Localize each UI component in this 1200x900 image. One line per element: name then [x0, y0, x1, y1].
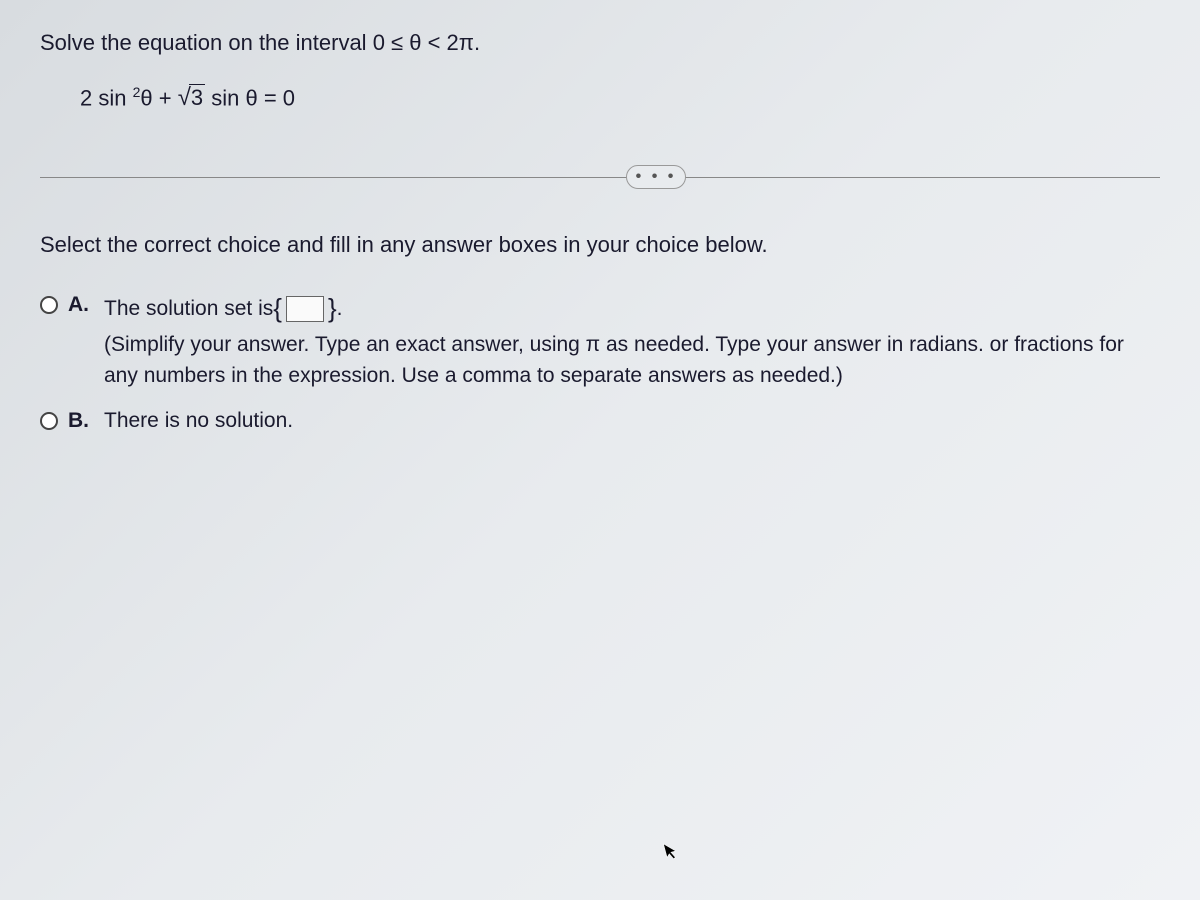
- choice-a-label: A.: [68, 293, 92, 317]
- sqrt-argument: 3: [189, 84, 205, 111]
- choice-a-radio[interactable]: [40, 296, 58, 314]
- cursor-icon: [661, 838, 683, 866]
- choice-a-hint: (Simplify your answer. Type an exact ans…: [104, 330, 1160, 391]
- choice-b-content: There is no solution.: [104, 409, 1160, 433]
- section-divider: • • •: [40, 162, 1160, 192]
- right-brace: }: [328, 293, 337, 324]
- divider-line: [40, 177, 1160, 178]
- ellipsis-icon: • • •: [636, 169, 677, 185]
- choice-b-radio-wrap: [40, 412, 58, 430]
- equation-pre: 2 sin: [80, 85, 126, 110]
- equation-text: 2 sin 2θ + √3 sin θ = 0: [80, 84, 1160, 112]
- left-brace: {: [273, 293, 282, 324]
- choice-a-content: The solution set is { } . (Simplify your…: [104, 293, 1160, 391]
- choice-b-row: B. There is no solution.: [40, 409, 1160, 433]
- question-header-pre: Solve the equation on the interval: [40, 30, 373, 55]
- choice-b-label: B.: [68, 409, 92, 433]
- question-header: Solve the equation on the interval 0 ≤ θ…: [40, 30, 1160, 56]
- question-interval: 0 ≤ θ < 2π.: [373, 30, 480, 55]
- equation-post: sin θ = 0: [205, 85, 295, 110]
- choice-a-text-pre: The solution set is: [104, 297, 273, 321]
- choice-a-radio-wrap: [40, 296, 58, 314]
- instruction-text: Select the correct choice and fill in an…: [40, 232, 1160, 258]
- choice-a-row: A. The solution set is { } . (Simplify y…: [40, 293, 1160, 391]
- sqrt-expression: √3: [178, 84, 205, 112]
- equation-mid: θ +: [140, 85, 177, 110]
- answer-input-box[interactable]: [286, 296, 324, 322]
- choice-a-text-post: .: [337, 297, 343, 321]
- choice-a-line1: The solution set is { } .: [104, 293, 1160, 324]
- choice-b-text: There is no solution.: [104, 409, 293, 432]
- expand-button[interactable]: • • •: [626, 165, 686, 189]
- choice-b-radio[interactable]: [40, 412, 58, 430]
